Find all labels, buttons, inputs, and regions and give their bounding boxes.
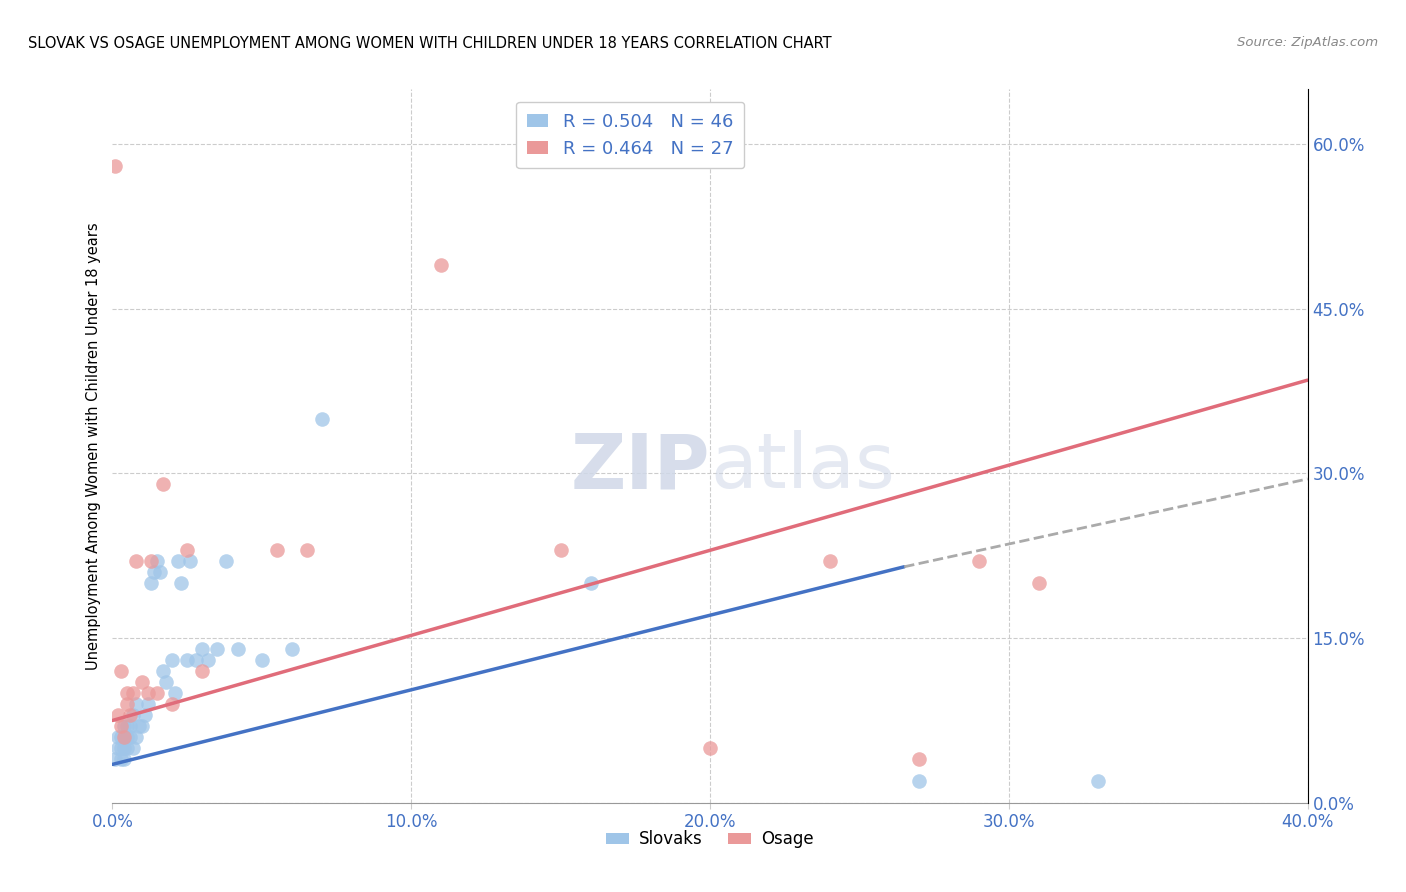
Point <box>134 708 156 723</box>
Text: atlas: atlas <box>710 431 894 504</box>
Point <box>110 752 132 766</box>
Point <box>152 664 174 678</box>
Point <box>191 642 214 657</box>
Point <box>152 477 174 491</box>
Point <box>117 719 139 733</box>
Point <box>125 554 148 568</box>
Point <box>143 566 166 580</box>
Point <box>138 697 160 711</box>
Point <box>114 719 135 733</box>
Point <box>430 258 453 272</box>
Point <box>149 566 172 580</box>
Point <box>125 730 148 744</box>
Point <box>155 675 177 690</box>
Point <box>107 730 129 744</box>
Point <box>110 730 132 744</box>
Point <box>579 576 602 591</box>
Point <box>226 642 249 657</box>
Point <box>146 686 169 700</box>
Point <box>114 752 135 766</box>
Point <box>176 543 198 558</box>
Point <box>104 159 127 173</box>
Point <box>186 653 208 667</box>
Point <box>117 740 139 755</box>
Point <box>117 686 139 700</box>
Point <box>114 740 135 755</box>
Point <box>908 752 931 766</box>
Point <box>162 653 183 667</box>
Point <box>295 543 318 558</box>
Point <box>104 752 127 766</box>
Legend: Slovaks, Osage: Slovaks, Osage <box>599 824 821 855</box>
Point <box>141 554 163 568</box>
Point <box>122 740 145 755</box>
Point <box>131 719 153 733</box>
Point <box>967 554 990 568</box>
Point <box>110 740 132 755</box>
Point <box>281 642 304 657</box>
Point <box>311 411 333 425</box>
Point <box>117 730 139 744</box>
Point <box>1028 576 1050 591</box>
Point <box>117 697 139 711</box>
Point <box>110 664 132 678</box>
Point <box>114 730 135 744</box>
Point <box>179 554 201 568</box>
Point <box>122 708 145 723</box>
Point <box>197 653 219 667</box>
Point <box>170 576 193 591</box>
Point <box>107 740 129 755</box>
Text: Source: ZipAtlas.com: Source: ZipAtlas.com <box>1237 36 1378 49</box>
Text: ZIP: ZIP <box>571 431 710 504</box>
Point <box>162 697 183 711</box>
Point <box>176 653 198 667</box>
Point <box>128 719 150 733</box>
Point <box>120 730 142 744</box>
Point <box>908 773 931 788</box>
Point <box>141 576 163 591</box>
Point <box>131 675 153 690</box>
Text: SLOVAK VS OSAGE UNEMPLOYMENT AMONG WOMEN WITH CHILDREN UNDER 18 YEARS CORRELATIO: SLOVAK VS OSAGE UNEMPLOYMENT AMONG WOMEN… <box>28 36 832 51</box>
Point <box>250 653 273 667</box>
Point <box>120 708 142 723</box>
Point <box>146 554 169 568</box>
Point <box>120 719 142 733</box>
Point <box>138 686 160 700</box>
Point <box>165 686 187 700</box>
Y-axis label: Unemployment Among Women with Children Under 18 years: Unemployment Among Women with Children U… <box>86 222 101 670</box>
Point <box>191 664 214 678</box>
Point <box>215 554 238 568</box>
Point <box>1087 773 1109 788</box>
Point <box>818 554 841 568</box>
Point <box>699 740 721 755</box>
Point <box>110 719 132 733</box>
Point <box>205 642 228 657</box>
Point <box>550 543 572 558</box>
Point <box>125 697 148 711</box>
Point <box>122 686 145 700</box>
Point <box>266 543 288 558</box>
Point <box>107 708 129 723</box>
Point <box>167 554 190 568</box>
